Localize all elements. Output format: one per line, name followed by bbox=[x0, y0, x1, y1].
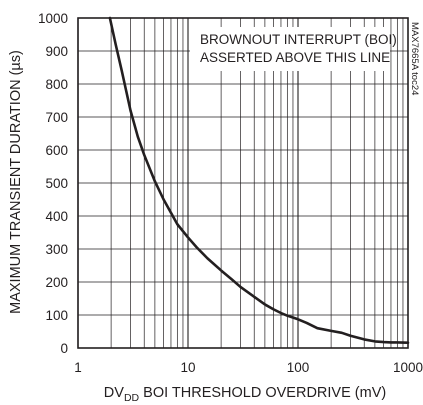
x-tick-label: 10 bbox=[180, 360, 195, 375]
x-axis-title: DVDD BOI THRESHOLD OVERDRIVE (mV) bbox=[104, 385, 386, 404]
y-tick-label: 200 bbox=[45, 275, 68, 290]
y-tick-label: 500 bbox=[45, 176, 68, 191]
series-line bbox=[108, 16, 410, 345]
y-tick-label: 800 bbox=[45, 77, 68, 92]
series-group bbox=[108, 16, 410, 345]
y-tick-label: 400 bbox=[45, 209, 68, 224]
y-tick-label: 900 bbox=[45, 44, 68, 59]
x-axis-title-subscript: DD bbox=[124, 392, 140, 404]
x-tick-label: 100 bbox=[287, 360, 310, 375]
annotation-line-1: BROWNOUT INTERRUPT (BOI) bbox=[200, 32, 397, 47]
annotation-background bbox=[190, 27, 390, 71]
x-tick-label: 1 bbox=[74, 360, 82, 375]
y-tick-label: 0 bbox=[60, 341, 68, 356]
annotation-line-2: ASSERTED ABOVE THIS LINE bbox=[200, 50, 390, 65]
y-tick-label: 1000 bbox=[38, 11, 68, 26]
x-axis-title-rest: BOI THRESHOLD OVERDRIVE (mV) bbox=[139, 385, 386, 401]
y-tick-label: 300 bbox=[45, 242, 68, 257]
y-tick-label: 700 bbox=[45, 110, 68, 125]
plot-frame bbox=[77, 17, 409, 349]
x-axis-title-main: DV bbox=[104, 385, 124, 401]
y-tick-label: 100 bbox=[45, 308, 68, 323]
x-tick-label: 1000 bbox=[393, 360, 423, 375]
watermark: MAX7665A toc24 bbox=[409, 22, 420, 95]
y-tick-label: 600 bbox=[45, 143, 68, 158]
tick-labels: 0 100 200 300 400 500 600 700 800 900 1000 1 10 100 10… bbox=[38, 11, 423, 375]
y-axis-title: MAXIMUM TRANSIENT DURATION (µs) bbox=[8, 50, 24, 314]
